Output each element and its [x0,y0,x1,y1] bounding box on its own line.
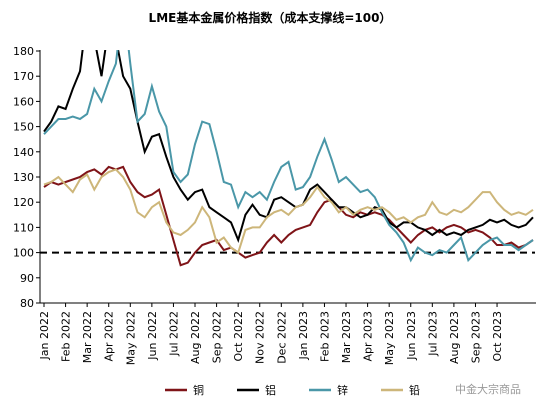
y-tick-label: 150 [13,121,34,134]
x-tick-label: May 2022 [124,311,137,365]
line-series [43,165,534,267]
line-series [43,50,534,244]
x-tick-label: Apr 2022 [103,311,116,362]
y-tick-label: 130 [13,171,34,184]
legend-label: 铅 [409,383,420,397]
y-tick-label: 160 [13,95,34,108]
x-tick-label: Mar 2023 [340,311,353,363]
x-tick-label: Mar 2022 [81,311,94,363]
line-series [43,50,534,263]
y-tick-label: 80 [20,297,34,310]
x-tick-label: Feb 2023 [318,311,331,362]
legend-label: 铝 [265,383,276,397]
x-tick-label: Nov 2022 [254,311,267,364]
x-tick-label: Dec 2022 [275,311,288,364]
x-tick-label: Jul 2023 [426,311,439,357]
y-tick-label: 170 [13,70,34,83]
y-tick-label: 110 [13,221,34,234]
x-tick-label: Jan 2023 [297,311,310,360]
x-tick-label: Aug 2023 [448,311,461,364]
x-tick-label: Feb 2022 [60,311,73,362]
y-tick-label: 140 [13,146,34,159]
legend-label: 锌 [337,383,348,397]
x-tick-label: May 2023 [383,311,396,365]
y-tick-label: 120 [13,196,34,209]
x-tick-label: Jun 2023 [405,311,418,361]
y-tick-label: 100 [13,247,34,260]
x-tick-label: Oct 2022 [232,311,245,362]
x-tick-label: Jan 2022 [38,311,51,360]
x-tick-label: Jul 2022 [167,311,180,357]
x-tick-label: Oct 2023 [491,311,504,362]
x-tick-label: Sep 2022 [211,311,224,363]
watermark: 中金大宗商品 [455,382,521,396]
line-series [43,168,534,255]
chart-title: LME基本金属价格指数（成本支撑线=100） [149,10,392,25]
x-tick-label: Aug 2022 [189,311,202,364]
x-tick-label: Jun 2022 [146,311,159,361]
y-tick-label: 90 [20,272,34,285]
y-tick-label: 180 [13,45,34,58]
legend-label: 铜 [193,383,204,397]
x-tick-label: Sep 2023 [469,311,482,363]
x-tick-label: Apr 2023 [362,311,375,362]
